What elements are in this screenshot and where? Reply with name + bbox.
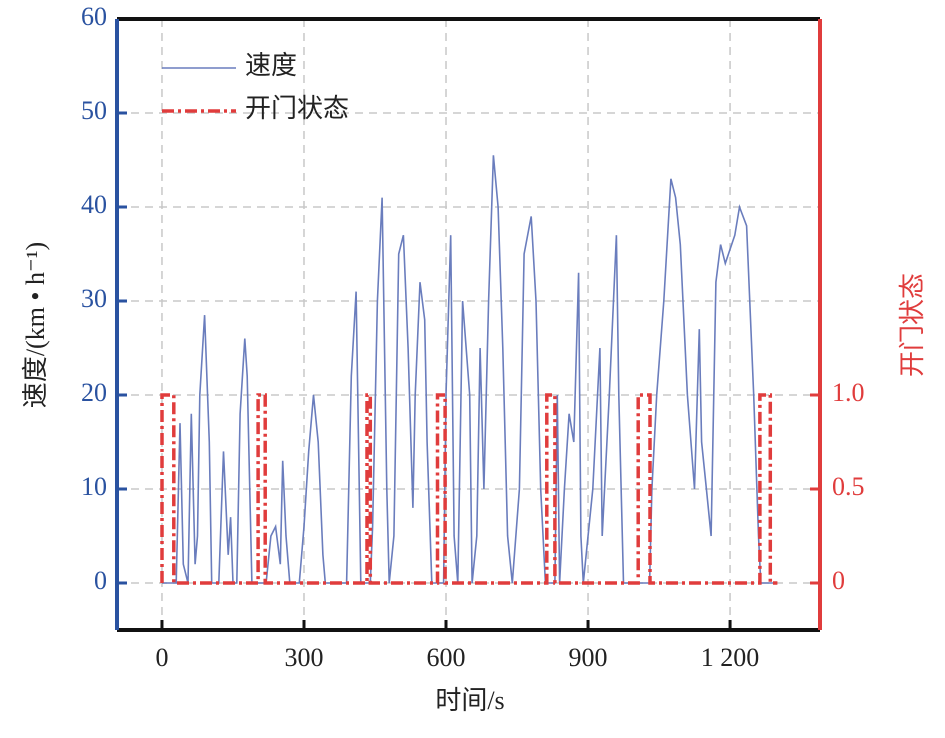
x-axis-title: 时间/s [435,686,504,715]
y-tick-label: 60 [81,2,107,31]
y2-tick-label: 0 [832,566,845,595]
x-tick-label: 600 [427,643,466,672]
x-tick-label: 900 [569,643,608,672]
y2-tick-label: 1.0 [832,378,865,407]
y-tick-label: 40 [81,190,107,219]
y2-tick-label: 0.5 [832,472,865,501]
y-tick-label: 10 [81,472,107,501]
y-tick-label: 0 [94,566,107,595]
x-tick-label: 300 [284,643,323,672]
legend-label: 速度 [245,51,297,80]
data-line [162,155,778,584]
y-axis-title: 速度/(km • h⁻¹) [21,242,50,408]
x-tick-label: 0 [155,643,168,672]
legend-label: 开门状态 [245,94,349,123]
y-tick-label: 20 [81,378,107,407]
y2-axis-title: 开门状态 [898,273,927,377]
x-tick-label: 1 200 [701,643,760,672]
y-tick-label: 30 [81,284,107,313]
y-tick-label: 50 [81,96,107,125]
